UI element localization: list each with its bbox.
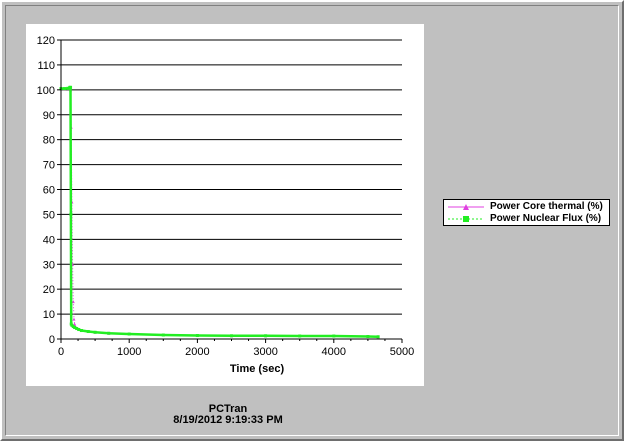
- y-tick-label: 40: [43, 234, 55, 246]
- data-point: [264, 334, 268, 338]
- data-point: [73, 326, 77, 330]
- legend-label-core-thermal: Power Core thermal (%): [490, 201, 603, 212]
- data-point: [72, 317, 76, 321]
- x-tick-label: 4000: [322, 346, 346, 358]
- data-point: [376, 335, 380, 339]
- y-tick-label: 20: [43, 284, 55, 296]
- data-point: [298, 334, 302, 338]
- data-point: [161, 333, 165, 337]
- y-tick-label: 70: [43, 160, 55, 172]
- data-point: [366, 335, 370, 339]
- footer-app-name: PCTran: [208, 403, 248, 415]
- series-line: [61, 86, 379, 339]
- y-tick-label: 60: [43, 185, 55, 197]
- y-tick-label: 110: [37, 60, 55, 72]
- data-point: [93, 330, 97, 334]
- y-tick-label: 30: [43, 259, 55, 271]
- y-tick-label: 10: [43, 309, 55, 321]
- series-line: [61, 87, 379, 338]
- data-point: [332, 334, 336, 338]
- chart-panel: 0 10 20 30 40 50 60 70 80 90 100 110 120 0 1000 2000 300…: [26, 24, 424, 386]
- y-tick-label: 90: [43, 110, 55, 122]
- window-inner-bevel: [5, 5, 619, 436]
- data-point: [62, 87, 66, 91]
- data-point: [66, 86, 70, 90]
- chart-legend: Power Core thermal (%) Power Nuclear Flu…: [443, 199, 610, 226]
- line-chart: 0 10 20 30 40 50 60 70 80 90 100 110 120 0 1000 2000 300…: [37, 35, 415, 375]
- data-point: [107, 331, 111, 335]
- data-point: [77, 328, 81, 332]
- legend-swatch-nuclear-flux: [448, 216, 484, 222]
- data-point: [75, 327, 79, 331]
- series-core-thermal: [59, 86, 380, 339]
- data-point: [127, 332, 131, 336]
- grid-lines: [61, 39, 402, 315]
- x-tick-label: 0: [58, 346, 64, 358]
- data-point: [73, 322, 77, 326]
- footer-timestamp: 8/19/2012 9:19:33 PM: [173, 414, 283, 426]
- data-point: [69, 85, 73, 89]
- x-tick-label: 3000: [253, 346, 277, 358]
- tick-labels: 0 10 20 30 40 50 60 70 80 90 100 110 120 0 1000 2000 300…: [37, 35, 415, 358]
- x-tick-label: 5000: [390, 346, 414, 358]
- legend-entry-nuclear-flux: Power Nuclear Flux (%): [444, 213, 609, 225]
- y-tick-label: 120: [37, 35, 55, 47]
- x-axis-title: Time (sec): [230, 363, 285, 375]
- legend-label-nuclear-flux: Power Nuclear Flux (%): [490, 213, 602, 224]
- x-tick-label: 2000: [185, 346, 209, 358]
- data-point: [230, 334, 233, 338]
- x-tick-label: 1000: [117, 346, 141, 358]
- data-point: [195, 334, 199, 338]
- y-tick-label: 80: [43, 135, 55, 147]
- data-point: [71, 300, 75, 304]
- data-point: [69, 212, 73, 216]
- y-tick-label: 100: [37, 85, 55, 97]
- legend-swatch-core-thermal: [448, 204, 484, 210]
- y-tick-label: 50: [43, 209, 55, 221]
- axes: [57, 39, 403, 343]
- data-point: [79, 329, 83, 333]
- series-layer: [59, 85, 380, 339]
- legend-entry-core-thermal: Power Core thermal (%): [444, 201, 609, 213]
- y-tick-label: 0: [49, 334, 55, 346]
- series-nuclear-flux: [59, 85, 380, 339]
- data-point: [86, 330, 90, 334]
